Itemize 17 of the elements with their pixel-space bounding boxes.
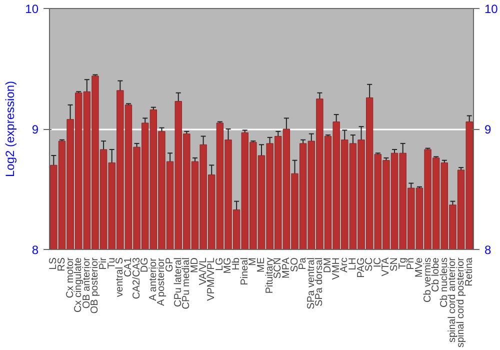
x-tick-label: ME [256,257,267,272]
x-tick-label: Tg [397,258,408,270]
x-tick-label: MPA [280,257,292,278]
x-tick-label: A posterior [156,257,168,306]
x-tick-label: CA1 [122,257,134,277]
x-tick-label: MVe [414,257,425,278]
y-tick-label: 9 [32,122,39,136]
y-axis-title: Log2 (expression) [3,80,18,178]
y2-tick-label: 10 [484,2,498,16]
x-tick-label: LH [347,257,358,270]
y-tick-label: 8 [32,243,39,257]
y2-tick-label: 9 [484,122,492,136]
y-tick-label: 10 [25,2,39,16]
x-tick-label: RS [56,257,68,272]
y2-tick-label: 8 [484,243,492,257]
x-tick-label: Pituitary [264,258,276,294]
x-tick-label: OB posterior [90,256,101,314]
